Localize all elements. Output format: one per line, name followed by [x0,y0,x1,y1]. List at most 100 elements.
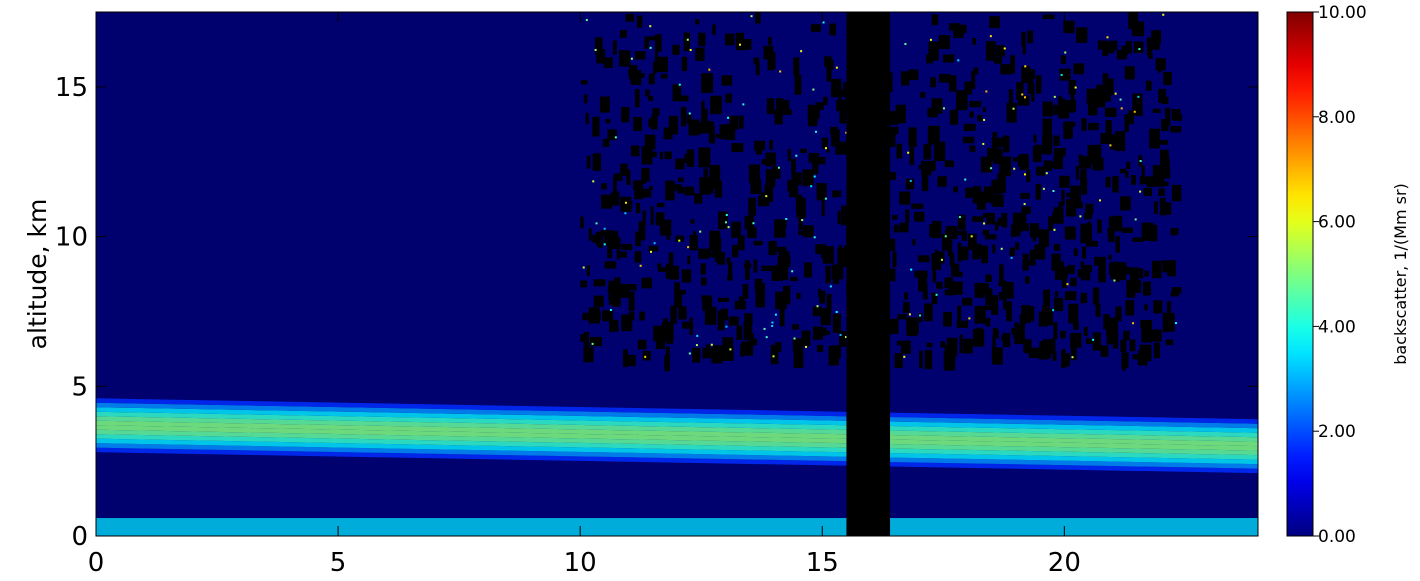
noise-patch [1082,246,1087,259]
noise-patch [740,343,744,357]
noise-patch [962,136,975,144]
noise-patch [1008,89,1013,109]
noise-speck [1133,110,1136,113]
noise-speck [814,130,817,133]
noise-patch [652,108,660,116]
noise-patch [815,244,826,254]
noise-patch [645,89,650,97]
noise-patch [964,81,972,95]
noise-patch [826,148,830,153]
noise-patch [743,321,749,341]
noise-patch [1068,303,1079,324]
noise-patch [605,118,611,124]
noise-patch [1035,75,1042,94]
noise-patch [812,326,823,340]
noise-patch [1165,339,1174,346]
noise-speck [710,343,713,346]
noise-patch [810,24,821,32]
noise-patch [901,77,910,86]
noise-patch [608,298,618,305]
noise-speck [752,222,755,225]
noise-patch [1103,83,1111,102]
noise-patch [1041,305,1048,319]
noise-patch [586,265,590,276]
noise-patch [793,57,800,76]
noise-patch [1048,216,1054,231]
noise-speck [595,222,598,225]
noise-patch [1093,287,1100,305]
noise-patch [837,210,841,224]
noise-patch [1061,189,1065,207]
noise-patch [1149,128,1160,149]
noise-patch [1092,332,1102,351]
colorbar-label: backscatter, 1/(Mm sr) [1391,183,1410,365]
noise-patch [1094,256,1106,266]
noise-patch [689,234,698,251]
noise-patch [622,349,628,368]
noise-patch [626,169,631,183]
noise-patch [1147,44,1157,50]
noise-patch [692,347,701,363]
noise-speck [742,103,745,106]
noise-patch [1132,237,1144,242]
noise-patch [593,279,606,287]
aerosol-layer [96,398,1258,474]
noise-speck [678,239,681,242]
noise-patch [798,231,807,236]
noise-speck [649,46,652,49]
noise-patch [657,263,662,268]
noise-patch [1167,260,1176,277]
noise-patch [818,288,822,298]
noise-patch [1170,291,1179,297]
noise-speck [585,18,588,21]
noise-patch [1017,95,1030,106]
noise-patch [1063,20,1075,34]
noise-patch [1042,101,1053,117]
aerosol-band [96,425,1258,451]
noise-speck [624,212,627,215]
noise-patch [776,246,787,252]
noise-patch [949,109,959,125]
noise-patch [1019,154,1029,171]
noise-patch [782,285,791,305]
noise-patch [1151,329,1162,342]
noise-patch [1038,311,1048,327]
noise-speck [907,151,910,154]
noise-patch [1058,95,1062,112]
noise-patch [886,238,896,251]
noise-patch [972,37,976,45]
noise-patch [1071,336,1076,352]
noise-patch [635,202,641,214]
noise-patch [766,98,775,115]
noise-patch [772,166,781,179]
noise-patch [829,23,836,36]
noise-patch [1119,168,1127,174]
noise-patch [1108,263,1114,275]
noise-patch [717,310,725,331]
noise-patch [1011,328,1015,335]
noise-patch [1080,292,1088,304]
noise-patch [614,277,621,286]
noise-patch [783,109,792,115]
y-tick-label: 10 [55,223,88,253]
noise-patch [611,235,617,242]
noise-patch [680,106,687,127]
noise-patch [1075,165,1080,180]
noise-patch [1110,325,1117,337]
noise-speck [1060,73,1063,76]
noise-patch [670,305,677,324]
noise-patch [635,231,641,247]
noise-patch [699,177,711,195]
noise-speck [989,35,992,38]
noise-patch [1102,73,1109,93]
noise-patch [719,124,727,140]
noise-speck [958,216,961,219]
noise-speck [1042,187,1045,190]
noise-patch [1042,339,1052,359]
noise-patch [1073,63,1085,75]
noise-patch [711,252,720,258]
noise-patch [1086,240,1099,247]
noise-patch [990,194,1000,205]
noise-patch [918,255,930,263]
noise-patch [666,232,671,240]
